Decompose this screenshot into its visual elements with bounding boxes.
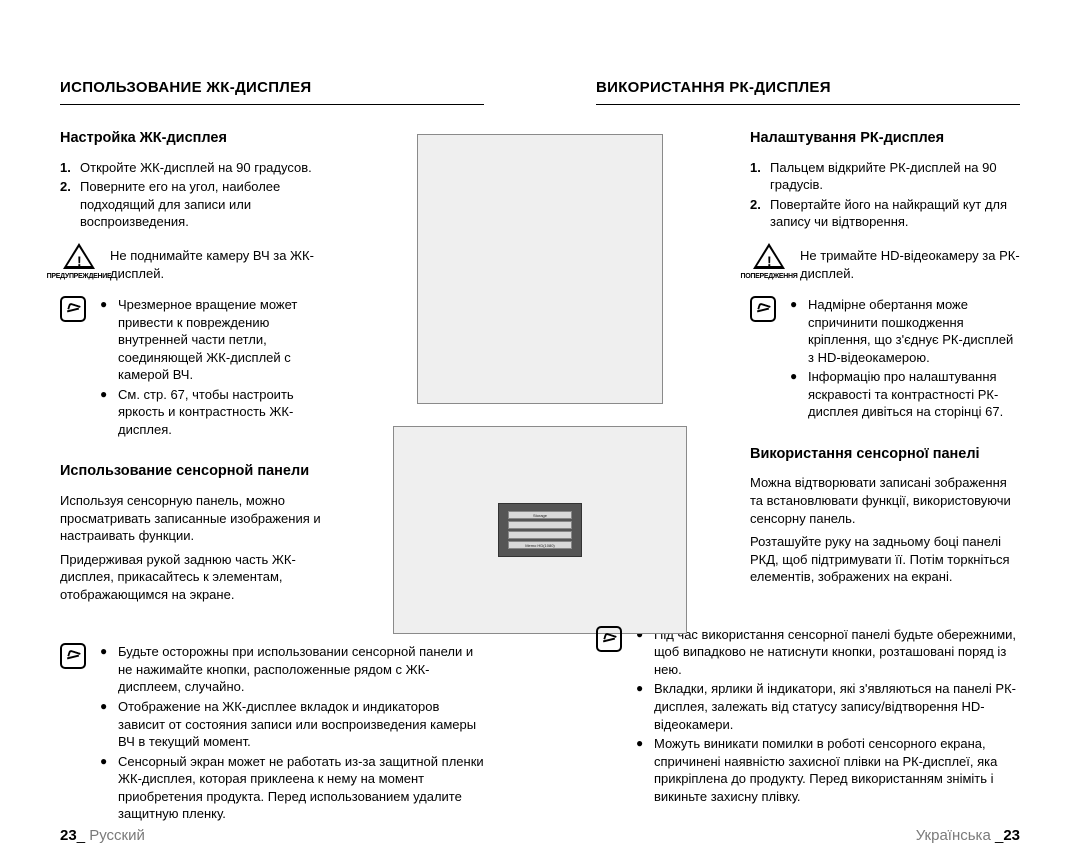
illus-menu-row: Storage xyxy=(508,511,572,519)
warning-text: Не тримайте HD-відеокамеру за РК-дисплей… xyxy=(800,243,1020,282)
step-text: Пальцем відкрийте РК-дисплей на 90 граду… xyxy=(770,159,1020,194)
note-text: Отображение на ЖК-дисплее вкладок и инди… xyxy=(118,698,484,751)
paragraph: Можна відтворювати записані зображення т… xyxy=(750,474,1020,527)
note-text: Вкладки, ярлики й індикатори, які з'явля… xyxy=(654,680,1020,733)
bullet-icon: ● xyxy=(100,753,118,823)
note-row-right-2: ●Під час використання сенсорної панелі б… xyxy=(596,626,1020,807)
illustration-top xyxy=(417,134,663,404)
bullet-icon: ● xyxy=(100,386,118,439)
illus-menu-row xyxy=(508,531,572,539)
paragraph: Придерживая рукой заднюю часть ЖК-диспле… xyxy=(60,551,330,604)
warning-label: ПРЕДУПРЕЖДЕНИЕ xyxy=(47,272,112,281)
ordered-list-left-1: 1.Откройте ЖК-дисплей на 90 градусов. 2.… xyxy=(60,159,330,231)
note-icon xyxy=(750,296,776,322)
step-number: 1. xyxy=(60,159,80,177)
note-text: См. стр. 67, чтобы настроить яркость и к… xyxy=(118,386,330,439)
footer-sep: _ xyxy=(77,827,85,844)
note-row-left-2: ●Будьте осторожны при использовании сенс… xyxy=(60,643,484,824)
note-text: Надмірне обертання може спричинити пошко… xyxy=(808,296,1020,366)
step-number: 1. xyxy=(750,159,770,194)
note-text: Під час використання сенсорної панелі бу… xyxy=(654,626,1020,679)
warning-icon: ! ПРЕДУПРЕЖДЕНИЕ xyxy=(60,243,98,281)
footer-lang-left: Русский xyxy=(89,827,145,844)
subheading-right-1: Налаштування РК-дисплея xyxy=(750,129,1020,149)
subheading-left-1: Настройка ЖК-дисплея xyxy=(60,129,330,149)
illustration-bottom: Storage Memo HD(1080) xyxy=(393,426,687,634)
subheading-left-2: Использование сенсорной панели xyxy=(60,462,330,482)
paragraph: Используя сенсорную панель, можно просма… xyxy=(60,492,330,545)
warning-icon: ! ПОПЕРЕДЖЕННЯ xyxy=(750,243,788,281)
paragraph: Розташуйте руку на задньому боці панелі … xyxy=(750,533,1020,586)
note-row-right-1: ●Надмірне обертання може спричинити пошк… xyxy=(750,296,1020,423)
bullet-icon: ● xyxy=(636,680,654,733)
bullet-icon: ● xyxy=(790,368,808,421)
bullet-icon: ● xyxy=(790,296,808,366)
footer-right: Українська _23 xyxy=(916,826,1020,846)
note-icon xyxy=(60,643,86,669)
note-icon xyxy=(596,626,622,652)
illustration-menu: Storage Memo HD(1080) xyxy=(508,511,572,549)
bullet-icon: ● xyxy=(100,698,118,751)
main-heading-left: ИСПОЛЬЗОВАНИЕ ЖК-ДИСПЛЕЯ xyxy=(60,78,484,105)
bullet-icon: ● xyxy=(100,296,118,384)
ordered-list-right-1: 1.Пальцем відкрийте РК-дисплей на 90 гра… xyxy=(750,159,1020,231)
illus-menu-row: Memo HD(1080) xyxy=(508,541,572,549)
step-text: Повертайте його на найкращий кут для зап… xyxy=(770,196,1020,231)
page-number-left: 23 xyxy=(60,827,77,844)
illustration-lcd-screen: Storage Memo HD(1080) xyxy=(498,503,582,557)
page-footer: 23_ Русский Українська _23 xyxy=(60,826,1020,846)
step-text: Поверните его на угол, наиболее подходящ… xyxy=(80,178,330,231)
subheading-right-2: Використання сенсорної панелі xyxy=(750,445,1020,465)
footer-left: 23_ Русский xyxy=(60,826,145,846)
note-text: Чрезмерное вращение может привести к пов… xyxy=(118,296,330,384)
footer-lang-right: Українська xyxy=(916,827,991,844)
page-number-right: 23 xyxy=(1003,827,1020,844)
note-icon xyxy=(60,296,86,322)
note-text: Сенсорный экран может не работать из-за … xyxy=(118,753,484,823)
note-text: Можуть виникати помилки в роботі сенсорн… xyxy=(654,735,1020,805)
main-heading-right: ВИКОРИСТАННЯ РК-ДИСПЛЕЯ xyxy=(596,78,1020,105)
illus-menu-row xyxy=(508,521,572,529)
bullet-icon: ● xyxy=(100,643,118,696)
step-number: 2. xyxy=(750,196,770,231)
note-text: Інформацію про налаштування яскравості т… xyxy=(808,368,1020,421)
note-row-left-1: ●Чрезмерное вращение может привести к по… xyxy=(60,296,330,440)
step-text: Откройте ЖК-дисплей на 90 градусов. xyxy=(80,159,330,177)
warning-label: ПОПЕРЕДЖЕННЯ xyxy=(740,272,797,281)
note-text: Будьте осторожны при использовании сенсо… xyxy=(118,643,484,696)
step-number: 2. xyxy=(60,178,80,231)
warning-text: Не поднимайте камеру ВЧ за ЖК-дисплей. xyxy=(110,243,330,282)
warning-row-right: ! ПОПЕРЕДЖЕННЯ Не тримайте HD-відеокамер… xyxy=(750,243,1020,282)
warning-row-left: ! ПРЕДУПРЕЖДЕНИЕ Не поднимайте камеру ВЧ… xyxy=(60,243,330,282)
bullet-icon: ● xyxy=(636,735,654,805)
